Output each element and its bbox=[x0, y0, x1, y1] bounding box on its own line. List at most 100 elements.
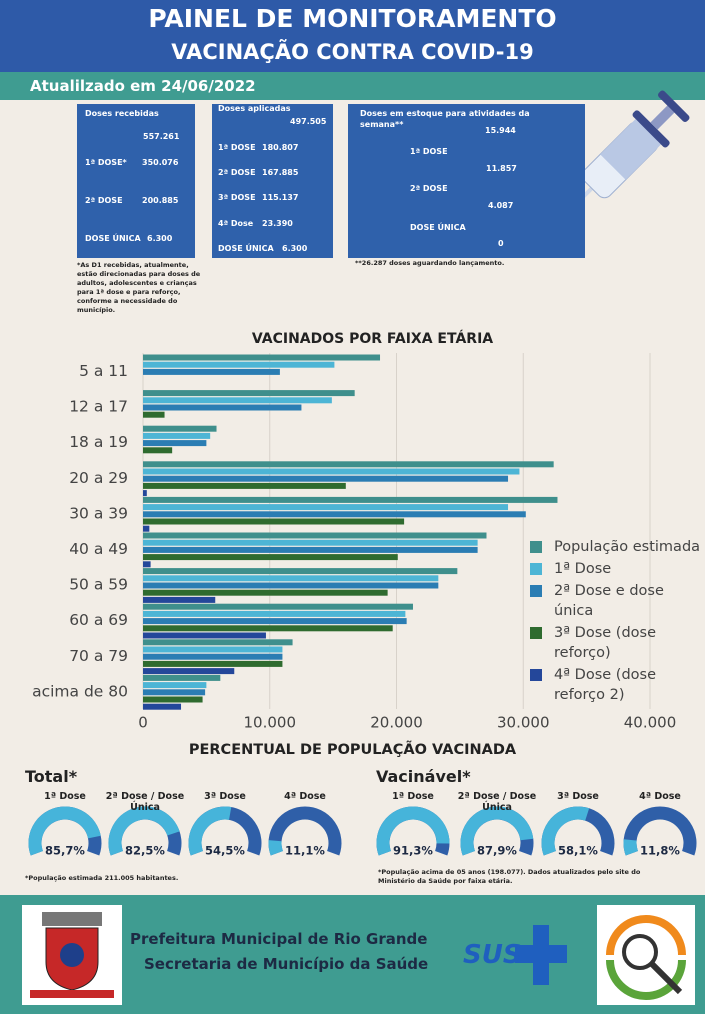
bar bbox=[143, 411, 165, 418]
gauge-label: 1ª Dose bbox=[392, 791, 434, 802]
row-value: 200.885 bbox=[142, 196, 179, 205]
gauge-value: 11,1% bbox=[285, 844, 325, 858]
y-tick-label: 70 a 79 bbox=[69, 647, 128, 665]
legend-item: População estimada bbox=[530, 537, 702, 557]
legend-label: 1ª Dose bbox=[554, 561, 612, 577]
applied-box: Doses aplicadas 497.505 1ª DOSE 180.807 … bbox=[212, 104, 333, 258]
received-box: Doses recebidas 557.261 1ª DOSE* 350.076… bbox=[77, 104, 195, 258]
row-value: 180.807 bbox=[262, 143, 299, 152]
gauge-fill bbox=[108, 806, 180, 856]
bar bbox=[143, 610, 406, 617]
x-tick-label: 20.000 bbox=[370, 714, 423, 732]
gauge-label: 4ª Dose bbox=[284, 791, 326, 802]
row-value: 6.300 bbox=[147, 234, 173, 243]
bar bbox=[143, 646, 283, 653]
group-title: Total* bbox=[25, 767, 78, 786]
bar bbox=[143, 525, 150, 532]
legend: População estimada 1ª Dose 2ª Dose e dose … bbox=[530, 537, 702, 707]
y-tick-label: 40 a 49 bbox=[69, 540, 128, 558]
row-value: 167.885 bbox=[262, 168, 299, 177]
bar bbox=[143, 511, 526, 518]
header-band bbox=[0, 0, 705, 72]
row-label: 2ª DOSE bbox=[410, 184, 448, 193]
gauge-label: 2ª Dose / Dose Única bbox=[457, 791, 537, 813]
gauge-label: 4ª Dose bbox=[639, 791, 681, 802]
row-value: 6.300 bbox=[282, 244, 308, 253]
gauge-fill bbox=[268, 840, 284, 856]
legend-label: 3ª Dose (dose reforço) bbox=[554, 625, 656, 661]
y-tick-label: 5 a 11 bbox=[79, 362, 128, 380]
bar bbox=[143, 532, 487, 539]
gauge-fill bbox=[28, 806, 101, 856]
y-tick-label: 60 a 69 bbox=[69, 611, 128, 629]
bar bbox=[143, 361, 335, 368]
footnote: *População estimada 211.005 habitantes. bbox=[25, 874, 179, 882]
box-total: 497.505 bbox=[290, 117, 327, 126]
y-tick-label: 20 a 29 bbox=[69, 469, 128, 487]
bar bbox=[143, 475, 509, 482]
gauge-track bbox=[623, 806, 697, 856]
gauge-label: 3ª Dose bbox=[204, 791, 246, 802]
row-value: 4.087 bbox=[488, 201, 514, 210]
row-value: 11.857 bbox=[486, 164, 517, 173]
gauge-fill bbox=[460, 806, 534, 856]
row-label: 1ª DOSE bbox=[410, 147, 448, 156]
legend-label: População estimada bbox=[554, 539, 701, 555]
bar bbox=[143, 490, 147, 497]
legend-swatch bbox=[530, 585, 542, 597]
bar bbox=[143, 660, 283, 667]
legend-item: 2ª Dose e dose única bbox=[530, 581, 702, 621]
bar bbox=[143, 561, 151, 568]
bar bbox=[143, 653, 283, 660]
section-title: PERCENTUAL DE POPULAÇÃO VACINADA bbox=[188, 742, 517, 758]
group-title: Vacinável* bbox=[376, 767, 471, 786]
footnote: *População acima de 05 anos (198.077). D… bbox=[378, 868, 641, 885]
box-total: 557.261 bbox=[143, 132, 180, 141]
legend-swatch bbox=[530, 669, 542, 681]
coat-of-arms bbox=[30, 912, 114, 998]
box-title: Doses aplicadas bbox=[218, 104, 291, 113]
legend-item: 3ª Dose (dose reforço) bbox=[530, 623, 702, 663]
legend-label: 2ª Dose e dose única bbox=[554, 583, 664, 619]
bar bbox=[143, 461, 554, 468]
bar bbox=[143, 468, 520, 475]
bar bbox=[143, 390, 355, 397]
y-tick-label: 12 a 17 bbox=[69, 398, 128, 416]
gauge-label: 2ª Dose / Dose Única bbox=[105, 791, 185, 813]
bar bbox=[143, 447, 173, 454]
updated-date: Atualilzado em 24/06/2022 bbox=[30, 77, 256, 95]
gauge-value: 82,5% bbox=[125, 844, 165, 858]
bar bbox=[143, 404, 302, 411]
box-total: 15.944 bbox=[485, 126, 516, 135]
bar bbox=[143, 518, 405, 525]
gauge-track bbox=[268, 806, 342, 856]
subtitle: VACINAÇÃO CONTRA COVID-19 bbox=[171, 40, 534, 64]
footer-line: Secretaria de Município da Saúde bbox=[144, 955, 429, 973]
bar bbox=[143, 668, 235, 675]
bar bbox=[143, 689, 206, 696]
bar bbox=[143, 582, 439, 589]
bar bbox=[143, 682, 207, 689]
gauge-label: 3ª Dose bbox=[557, 791, 599, 802]
y-tick-label: 30 a 39 bbox=[69, 504, 128, 522]
x-tick-label: 10.000 bbox=[244, 714, 297, 732]
row-label: 1ª DOSE* bbox=[85, 158, 127, 167]
bar bbox=[143, 397, 332, 404]
gauge-value: 91,3% bbox=[393, 844, 433, 858]
bar bbox=[143, 589, 388, 596]
gauge-value: 11,8% bbox=[640, 844, 680, 858]
y-tick-label: 18 a 19 bbox=[69, 433, 128, 451]
bar bbox=[143, 575, 439, 582]
row-value: 115.137 bbox=[262, 193, 299, 202]
bar bbox=[143, 539, 478, 546]
x-tick-label: 40.000 bbox=[624, 714, 677, 732]
chart-title: VACINADOS POR FAIXA ETÁRIA bbox=[251, 331, 494, 347]
bar bbox=[143, 596, 216, 603]
date-band bbox=[0, 72, 705, 100]
bar bbox=[143, 568, 458, 575]
y-tick-label: acima de 80 bbox=[32, 682, 128, 700]
bar bbox=[143, 696, 203, 703]
bar bbox=[143, 368, 280, 375]
